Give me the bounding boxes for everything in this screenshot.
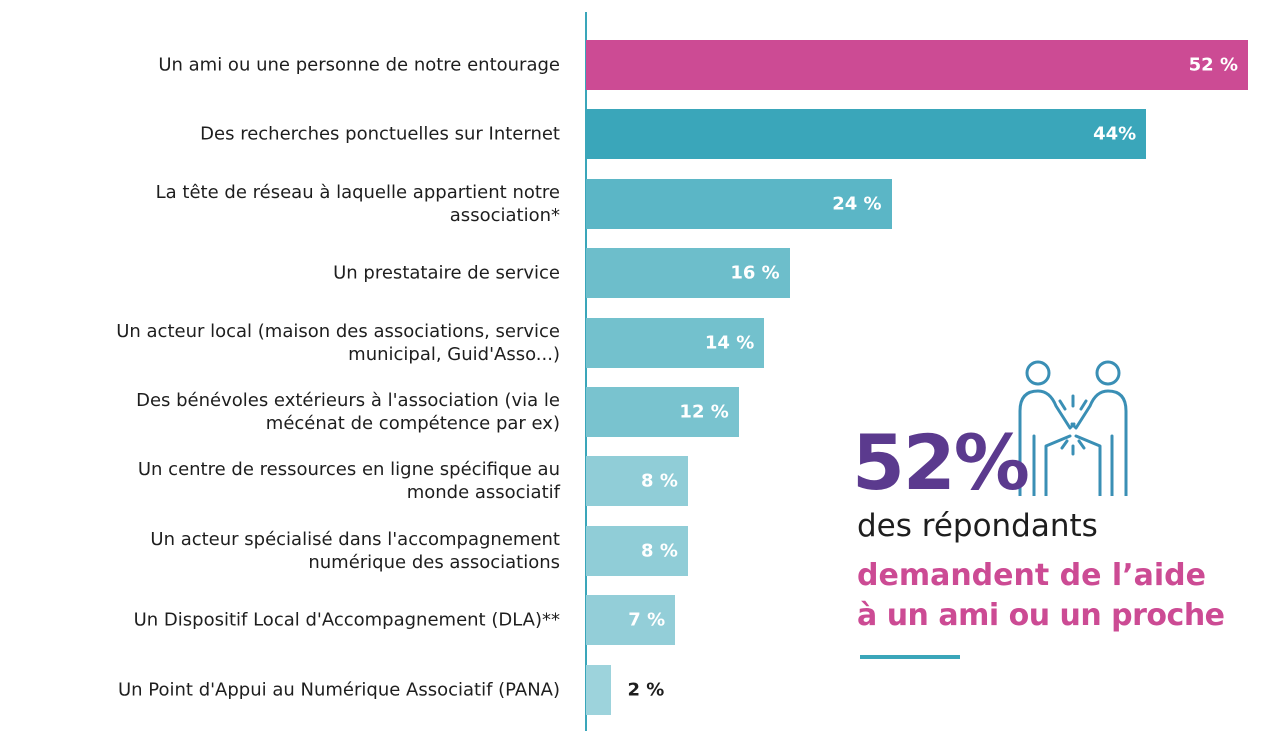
- category-label: Des recherches ponctuelles sur Internet: [200, 123, 560, 145]
- bar: [586, 317, 765, 368]
- bar: [586, 248, 790, 299]
- value-label: 16 %: [730, 262, 780, 284]
- bar: [586, 178, 892, 229]
- bar: [586, 525, 688, 576]
- bar: [586, 456, 688, 507]
- category-label: La tête de réseau à laquelle appartient …: [155, 181, 560, 226]
- value-label: 8 %: [641, 470, 678, 492]
- annotation-line: à un ami ou un proche: [857, 598, 1225, 633]
- bar: [586, 109, 1147, 160]
- value-label: 24 %: [832, 193, 882, 215]
- annotation-line: demandent de l’aide: [857, 558, 1206, 593]
- handshake-icon: [1018, 360, 1128, 496]
- highlight-number: 52%: [852, 418, 1030, 507]
- annotation-line: des répondants: [857, 508, 1098, 544]
- value-label: 52 %: [1188, 54, 1238, 76]
- category-label: Un acteur local (maison des associations…: [116, 320, 560, 365]
- value-label: 2 %: [627, 679, 665, 701]
- category-label: Un ami ou une personne de notre entourag…: [158, 54, 560, 76]
- category-label: Un prestataire de service: [333, 262, 560, 284]
- category-label: Un Dispositif Local d'Accompagnement (DL…: [133, 609, 560, 631]
- category-label: Des bénévoles extérieurs à l'association…: [136, 390, 560, 434]
- bar: [586, 40, 1248, 90]
- bar: [586, 664, 612, 715]
- category-label: Un centre de ressources en ligne spécifi…: [137, 459, 560, 504]
- axis-line: [585, 12, 587, 731]
- value-label: 14 %: [704, 332, 755, 354]
- underline: [860, 655, 960, 659]
- value-label: 7 %: [628, 609, 666, 631]
- value-label: 12 %: [679, 401, 729, 423]
- category-label: Un acteur spécialisé dans l'accompagneme…: [150, 528, 560, 573]
- value-label: 8 %: [641, 540, 678, 562]
- bar: [586, 387, 739, 437]
- value-label: 44%: [1093, 123, 1137, 145]
- bar: [586, 595, 676, 646]
- category-label: Un Point d'Appui au Numérique Associatif…: [117, 679, 560, 701]
